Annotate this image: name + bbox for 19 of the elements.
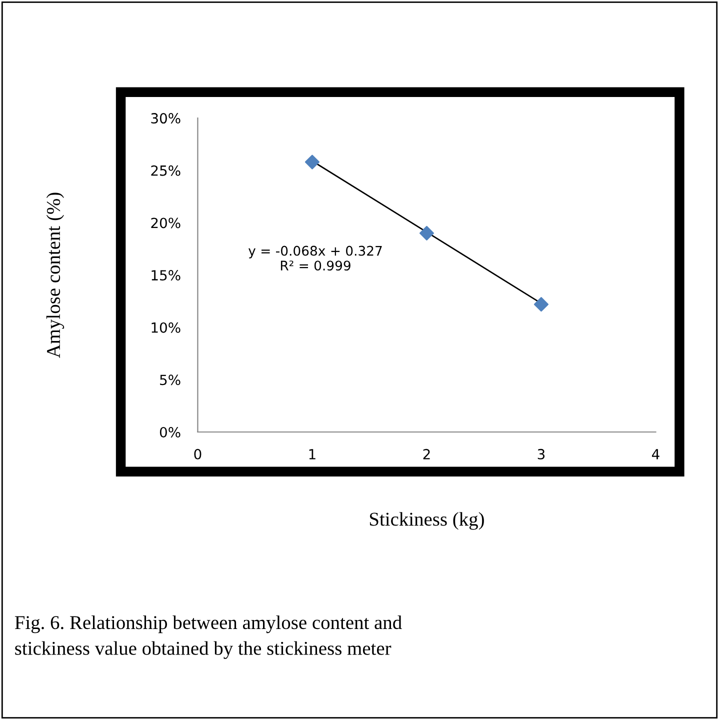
- y-axis-title: Amylose content (%): [46, 192, 64, 358]
- y-tick-label: 15%: [152, 270, 180, 281]
- y-tick-label: 0%: [160, 426, 180, 438]
- caption: Fig. 6. Relationship between amylose content and stickiness value obtained by the stickiness meter: [14, 615, 402, 659]
- y-tick-label: 30%: [151, 113, 180, 124]
- annotation: y = -0.068x + 0.327 R² = 0.999: [248, 246, 382, 271]
- x-tick-label: 4: [652, 449, 660, 460]
- x-tick-label: 2: [423, 448, 430, 460]
- y-tick-label: 5%: [160, 374, 180, 386]
- x-axis-title: Stickiness (kg): [370, 512, 484, 530]
- x-tick-label: 3: [538, 448, 545, 460]
- point: [304, 154, 320, 170]
- y-tick-label: 25%: [151, 165, 180, 176]
- point: [419, 226, 434, 240]
- x-tick-label: 1: [309, 449, 316, 460]
- point: [534, 297, 549, 312]
- x-tick-label: 0: [194, 448, 202, 460]
- y-tick-label: 20%: [151, 218, 180, 228]
- y-tick-label: 10%: [152, 322, 180, 333]
